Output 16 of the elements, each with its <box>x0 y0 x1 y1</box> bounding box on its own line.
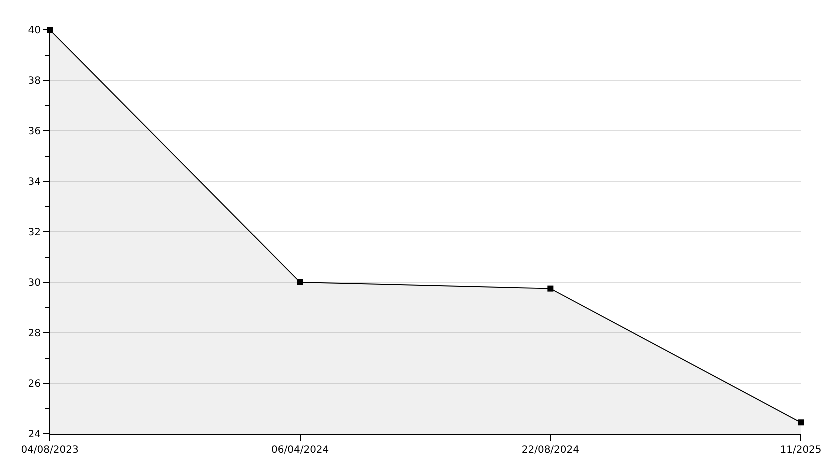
y-tick-label: 36 <box>28 126 41 138</box>
point <box>798 420 804 426</box>
y-tick-label: 32 <box>28 228 41 238</box>
point <box>548 286 554 292</box>
x-tick-label: 06/04/2024 <box>272 445 330 456</box>
y-tick-label: 40 <box>28 26 41 36</box>
y-tick-label: 34 <box>28 177 41 188</box>
point <box>297 280 304 286</box>
y-tick-label: 38 <box>28 76 41 87</box>
x-tick-label: 11/2025 <box>780 445 822 456</box>
y-tick-label: 24 <box>28 430 41 440</box>
x-tick-label: 04/08/2023 <box>21 445 79 456</box>
y-tick-label: 30 <box>28 278 41 289</box>
y-tick-label: 28 <box>28 328 41 340</box>
x-tick-label: 22/08/2024 <box>522 445 580 456</box>
y-tick-label: 26 <box>28 379 41 390</box>
